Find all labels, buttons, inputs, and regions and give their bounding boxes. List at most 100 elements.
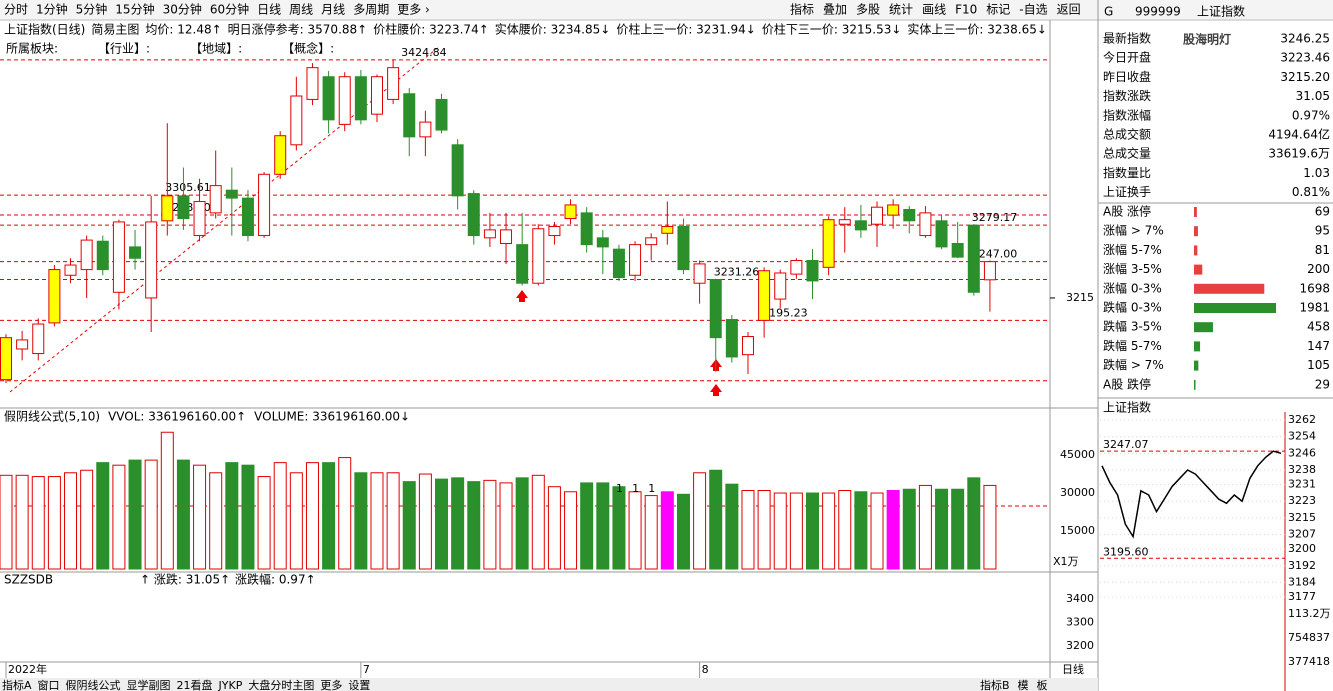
intraday-title: 上证指数 bbox=[1103, 400, 1151, 415]
label[interactable]: 21看盘 bbox=[177, 678, 213, 691]
intraday-tick: 3177 bbox=[1288, 590, 1316, 603]
volume-bar bbox=[160, 431, 174, 570]
candle-body bbox=[322, 76, 335, 121]
label: 价柱腰价: 3223.74↑ bbox=[373, 22, 489, 37]
annotation: 1 bbox=[632, 482, 639, 495]
volume-bar bbox=[370, 472, 384, 570]
level-label: 3195.23 bbox=[762, 306, 808, 319]
label[interactable]: 指标A bbox=[2, 678, 32, 691]
intraday-tick: 3200 bbox=[1288, 542, 1316, 555]
label[interactable]: -自选 bbox=[1019, 3, 1047, 17]
candle-body bbox=[548, 225, 561, 237]
label[interactable]: 分时 bbox=[4, 3, 28, 17]
label[interactable]: 30分钟 bbox=[163, 2, 202, 17]
volume-bar bbox=[838, 490, 852, 570]
label[interactable]: 多周期 bbox=[353, 3, 389, 17]
label[interactable]: 标记 bbox=[986, 3, 1010, 17]
label[interactable]: 模 bbox=[1018, 679, 1029, 691]
volume-bar bbox=[305, 462, 319, 570]
candle-body bbox=[935, 220, 948, 248]
intraday-tick: 3192 bbox=[1288, 559, 1316, 572]
candle-body bbox=[483, 229, 496, 239]
volume-bar bbox=[483, 479, 497, 570]
trend-line bbox=[9, 45, 441, 393]
volume-bar bbox=[870, 492, 884, 570]
volume-bar bbox=[193, 464, 207, 570]
breadth-bar bbox=[1194, 264, 1203, 275]
candle-body bbox=[983, 261, 996, 281]
candle-body bbox=[838, 219, 851, 225]
unit-label: X1万 bbox=[1053, 555, 1079, 568]
candle-body bbox=[274, 135, 287, 175]
candle-body bbox=[96, 240, 109, 271]
candle-body bbox=[645, 237, 658, 246]
candle-body bbox=[354, 76, 367, 121]
intraday-vol-tick: 754837 bbox=[1288, 631, 1330, 644]
breadth-value: 95 bbox=[1315, 224, 1330, 238]
label[interactable]: 设置 bbox=[348, 679, 370, 691]
code-prefix: G bbox=[1104, 5, 1113, 19]
label[interactable]: 周线 bbox=[289, 3, 313, 17]
candle-body bbox=[451, 144, 464, 197]
label[interactable]: 多股 bbox=[856, 3, 880, 17]
label[interactable]: F10 bbox=[955, 3, 977, 17]
candle-body bbox=[290, 95, 303, 146]
volume-bar bbox=[854, 491, 868, 570]
intraday-line bbox=[1101, 450, 1282, 539]
label[interactable]: 窗口 bbox=[38, 678, 60, 691]
label: 所属板块: bbox=[6, 42, 58, 56]
label[interactable]: 返回 bbox=[1057, 3, 1081, 17]
label[interactable]: 叠加 bbox=[823, 3, 847, 17]
label: 实体上三一价: 3238.65↓ bbox=[907, 22, 1047, 37]
level-label: 3247.00 bbox=[972, 248, 1018, 261]
volume-bar bbox=[983, 484, 997, 570]
row-label: 指数涨幅 bbox=[1103, 107, 1151, 122]
volume-bar bbox=[789, 492, 803, 570]
label[interactable]: 日线 bbox=[257, 3, 281, 17]
label: VOLUME: 336196160.00↓ bbox=[254, 410, 410, 424]
label[interactable]: 假阴线公式 bbox=[66, 678, 121, 691]
label[interactable]: 更多 bbox=[320, 678, 342, 691]
breadth-value: 81 bbox=[1315, 243, 1330, 257]
label[interactable]: 指标B bbox=[980, 678, 1010, 691]
candle-body bbox=[177, 195, 190, 220]
candle-body bbox=[564, 204, 577, 220]
intraday-tick: 3231 bbox=[1288, 478, 1316, 491]
breadth-bar bbox=[1194, 245, 1198, 256]
breadth-label: A股 涨停 bbox=[1103, 204, 1151, 219]
label[interactable]: 更多 › bbox=[397, 3, 430, 17]
label[interactable]: 板 bbox=[1037, 678, 1048, 691]
label[interactable]: 月线 bbox=[321, 3, 345, 17]
label: 价柱上三一价: 3231.94↓ bbox=[616, 22, 756, 37]
candle-body bbox=[532, 228, 545, 284]
candle-body bbox=[661, 225, 674, 234]
label[interactable]: 15分钟 bbox=[115, 2, 154, 17]
label[interactable]: 1分钟 bbox=[36, 2, 68, 17]
row-label: 最新指数 bbox=[1103, 31, 1151, 46]
label[interactable]: 大盘分时主图 bbox=[248, 678, 314, 691]
candle-body bbox=[612, 248, 625, 279]
candle-body bbox=[161, 195, 174, 222]
y-tick-label: 3215 bbox=[1066, 291, 1094, 304]
volume-bar bbox=[322, 462, 336, 570]
annotation: 1 bbox=[616, 482, 623, 495]
volume-bar bbox=[612, 486, 626, 570]
y-tick-label: 45000 bbox=[1060, 448, 1095, 461]
label[interactable]: 指标 bbox=[790, 2, 814, 17]
row-value: 3246.25 bbox=[1280, 32, 1330, 46]
arrow bbox=[710, 384, 722, 396]
row-label: 指数涨跌 bbox=[1103, 88, 1151, 103]
label[interactable]: 统计 bbox=[889, 3, 913, 17]
volume-bar bbox=[418, 473, 432, 570]
breadth-bar bbox=[1194, 379, 1196, 390]
label[interactable]: JYKP bbox=[218, 679, 243, 691]
row-value: 1.03 bbox=[1303, 166, 1330, 180]
intraday-level-label: 3247.07 bbox=[1103, 438, 1149, 451]
label[interactable]: 画线 bbox=[922, 3, 946, 17]
volume-bar bbox=[402, 481, 416, 570]
label[interactable]: 显学副图 bbox=[127, 678, 171, 691]
label[interactable]: 5分钟 bbox=[76, 2, 108, 17]
label[interactable]: 60分钟 bbox=[210, 2, 249, 17]
volume-bar bbox=[676, 493, 690, 570]
